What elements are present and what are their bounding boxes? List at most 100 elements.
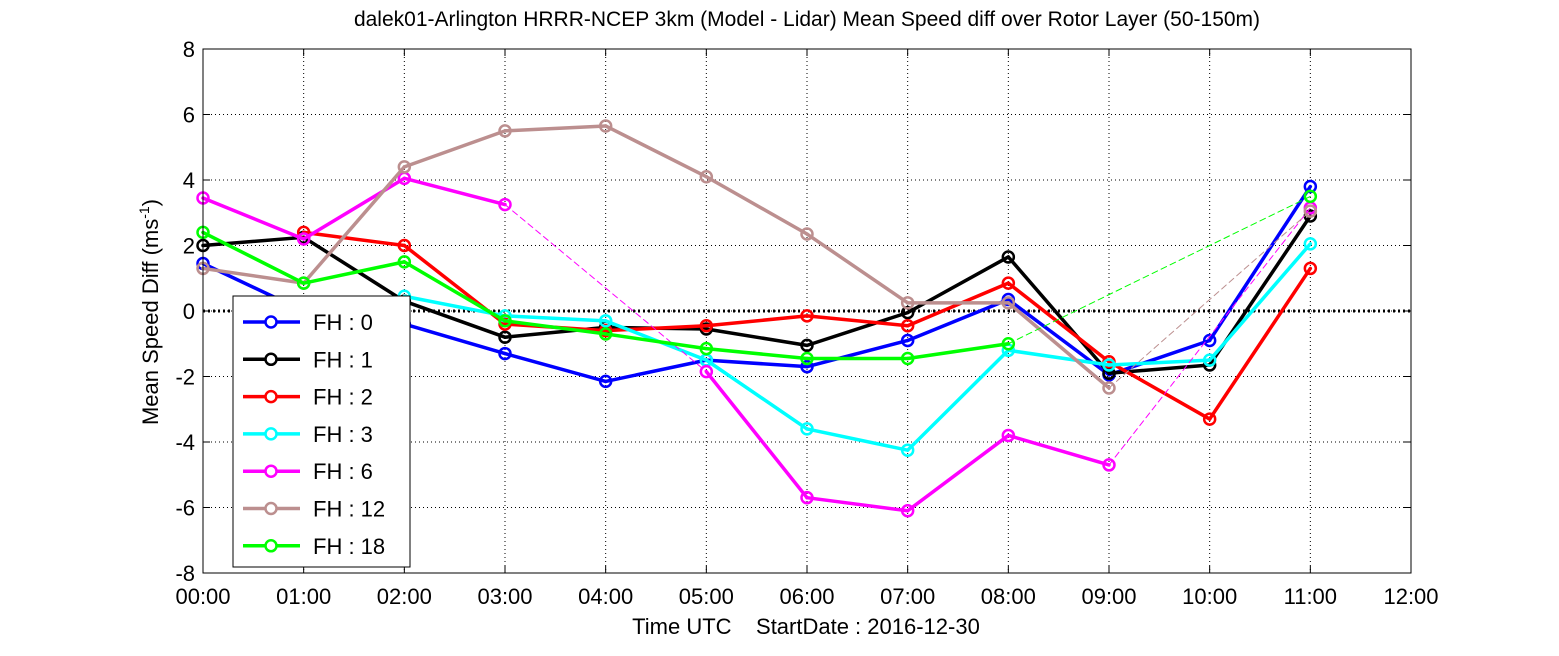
y-tick-label: -2 [175, 365, 195, 390]
series-segment [704, 358, 809, 431]
x-tick-label: 04:00 [578, 584, 633, 609]
data-point [296, 232, 311, 246]
series-segment [603, 323, 709, 333]
data-point [800, 309, 814, 323]
data-point [1303, 189, 1318, 204]
legend-box [232, 295, 411, 568]
series-segment [704, 358, 809, 369]
legend-label: FH : 2 [313, 385, 373, 410]
data-point [598, 327, 613, 341]
series-segment [301, 176, 407, 241]
plot-frame [202, 48, 1412, 574]
y-tick-label: 8 [183, 37, 195, 62]
series-segment [805, 314, 910, 328]
y-tick-label: 6 [183, 103, 195, 128]
legend-swatch-marker [264, 427, 278, 441]
data-point [800, 338, 814, 353]
data-point [296, 276, 311, 290]
y-tick-label: 0 [183, 299, 195, 324]
series-segment [402, 129, 507, 169]
x-tick-label: 01:00 [276, 584, 331, 609]
legend: FH : 0 FH : 1 FH : 2 FH : 3 FH : 6 FH : 12 FH … [232, 295, 411, 568]
data-point [397, 238, 412, 253]
series-segment [1006, 348, 1111, 367]
legend-label: FH : 0 [313, 310, 373, 335]
series-segment [402, 176, 507, 207]
legend-swatch-marker [264, 501, 278, 516]
legend-item: FH : 6 [243, 459, 373, 484]
legend-label: FH : 3 [313, 422, 373, 447]
x-tick-label: 03:00 [477, 584, 532, 609]
x-tick-labels: 00:00 01:00 02:00 03:00 04:00 05:00 06:00 07:00… [175, 584, 1438, 609]
y-axis-label: Mean Speed Diff (ms-1) [136, 199, 163, 425]
y-tick-label: -8 [175, 561, 195, 586]
data-point [498, 314, 512, 328]
y-axis-label-superscript: -1 [136, 206, 152, 219]
series-segment [201, 196, 306, 241]
legend-swatch-marker [264, 539, 278, 553]
series-gap-segment [1108, 207, 1311, 466]
legend-item: FH : 0 [243, 310, 373, 335]
data-point [699, 341, 714, 356]
x-tick-label: 11:00 [1284, 584, 1337, 609]
series-segment [503, 124, 608, 133]
series-group [196, 119, 1318, 395]
data-point [498, 346, 512, 361]
legend-item: FH : 2 [243, 385, 373, 410]
series-segment [1207, 242, 1313, 362]
series-segment [503, 351, 608, 384]
series-segment [201, 266, 306, 285]
data-point [900, 351, 915, 366]
data-point [699, 364, 714, 379]
series-segment [805, 310, 910, 348]
data-point [1102, 381, 1116, 395]
series-segment [503, 314, 608, 323]
x-tick-label: 07:00 [880, 584, 935, 609]
data-point [800, 227, 814, 241]
series-gap-segment [1108, 210, 1311, 389]
data-point [1001, 250, 1016, 264]
data-point [1303, 261, 1318, 276]
series-segment [402, 322, 507, 356]
x-tick-label: 00:00 [175, 584, 230, 609]
y-tick-label: 2 [183, 234, 195, 259]
series-segment [704, 174, 809, 236]
data-point [1202, 353, 1217, 367]
data-point [598, 119, 613, 133]
series-segment [301, 165, 407, 285]
data-point [1202, 333, 1217, 348]
x-tick-label: 06:00 [779, 584, 834, 609]
data-point [1001, 337, 1016, 351]
y-tick-label: -4 [175, 430, 195, 455]
x-tick-label: 05:00 [679, 584, 734, 609]
data-point [800, 351, 814, 366]
series-segment [603, 332, 709, 351]
data-point [1001, 276, 1016, 290]
series-lines [196, 119, 1318, 518]
series-segment [201, 230, 306, 285]
series-segment [301, 260, 407, 285]
data-point [598, 374, 613, 389]
legend-label: FH : 18 [313, 534, 385, 559]
series-segment [301, 235, 407, 303]
series-segment [1006, 301, 1111, 390]
series-segment [704, 346, 809, 361]
series-segment [905, 348, 1011, 452]
data-point [800, 490, 814, 505]
legend-item: FH : 12 [243, 497, 385, 522]
series-segment [503, 319, 608, 336]
data-point [900, 333, 915, 348]
data-point [498, 124, 512, 138]
y-tick-labels: -8 -6 -4 -2 0 2 4 6 8 [175, 37, 195, 586]
series-segment [805, 495, 910, 513]
x-tick-label: 10:00 [1182, 584, 1237, 609]
x-tick-label: 08:00 [981, 584, 1036, 609]
x-axis-label: Time UTC StartDate : 2016-12-30 [632, 614, 980, 639]
series-segment [1207, 266, 1313, 421]
series-segment [1006, 433, 1111, 467]
data-point [1303, 204, 1318, 218]
series-segment [704, 327, 809, 348]
series-segment [603, 358, 709, 384]
data-point [498, 197, 512, 212]
